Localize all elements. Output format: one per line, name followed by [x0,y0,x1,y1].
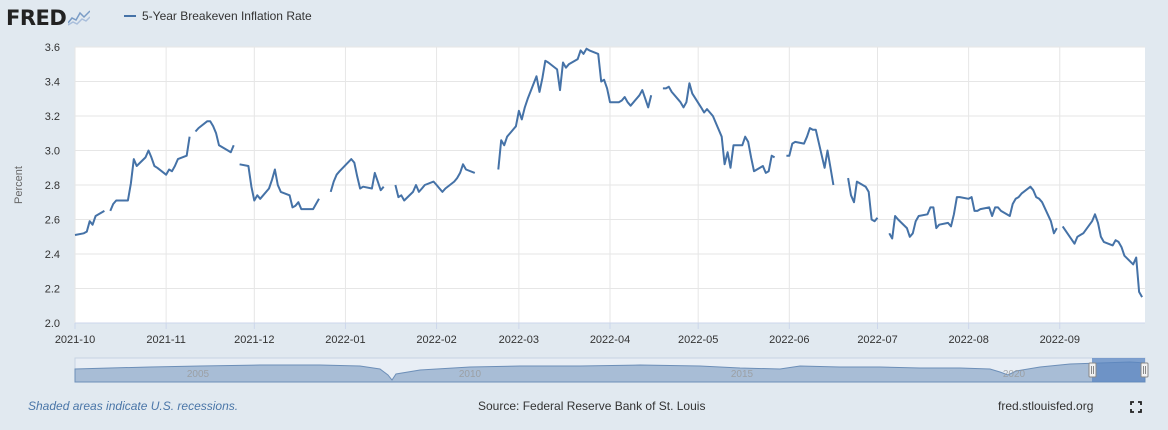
navigator-area [74,361,1146,383]
fred-logo[interactable]: FRED [6,5,91,31]
legend-label: 5-Year Breakeven Inflation Rate [142,9,312,23]
series-line-segment[interactable] [888,185,1058,240]
recession-note-link[interactable]: Shaded areas indicate U.S. recessions. [28,399,239,413]
legend-swatch [124,15,136,17]
series-line-segment[interactable] [194,120,235,154]
navigator-year-labels: 2005 2010 2015 2020 [187,369,1026,380]
x-tick-label: 2021-12 [234,334,274,346]
y-tick-label: 2.4 [45,249,60,261]
x-tick-label: 2022-09 [1040,334,1080,346]
series-line-segment[interactable] [786,127,835,186]
range-navigator[interactable]: 2005 2010 2015 2020 [74,357,1149,383]
navigator-right-handle[interactable] [1140,362,1149,378]
series-line-segment[interactable] [662,82,776,174]
x-tick-label: 2022-04 [590,334,630,346]
navigator-year-label: 2020 [1003,369,1026,380]
y-tick-label: 2.6 [45,215,60,227]
series-line-segment[interactable] [109,136,191,212]
navigator-left-handle[interactable] [1088,362,1097,378]
series-line-segment[interactable] [74,210,105,236]
navigator-selected-range[interactable] [1092,358,1145,382]
chart-legend[interactable]: 5-Year Breakeven Inflation Rate [124,9,312,23]
navigator-year-label: 2005 [187,369,210,380]
x-tick-label: 2022-03 [499,334,539,346]
x-tick-label: 2022-05 [678,334,718,346]
y-tick-label: 2.0 [45,318,60,330]
site-url[interactable]: fred.stlouisfed.org [998,399,1094,413]
axis-layer: 2.0 2.2 2.4 2.6 2.8 3.0 3.2 3.4 3.6 2021-10 2021-1… [45,42,1145,346]
y-tick-label: 3.0 [45,146,60,158]
x-tick-label: 2021-11 [146,334,186,346]
logo-text: FRED [6,6,67,30]
series-line-segment[interactable] [497,47,653,170]
x-tick-label: 2022-07 [857,334,897,346]
series-line-segment[interactable] [329,158,385,193]
y-axis-label: Percent [13,166,25,204]
source-text: Source: Federal Reserve Bank of St. Loui… [478,399,706,413]
x-tick-label: 2022-01 [325,334,365,346]
y-tick-label: 3.6 [45,42,60,54]
series-line-segment[interactable] [239,163,320,211]
series-line-segment[interactable] [847,177,879,223]
y-tick-label: 2.8 [45,180,60,192]
navigator-year-label: 2015 [731,369,754,380]
y-tick-label: 3.4 [45,77,60,89]
x-tick-label: 2022-08 [948,334,988,346]
x-tick-label: 2021-10 [55,334,95,346]
x-tick-label: 2022-02 [416,334,456,346]
y-tick-label: 3.2 [45,111,60,123]
fullscreen-icon[interactable] [1130,401,1142,413]
series-layer [74,47,1143,298]
series-line-segment[interactable] [394,163,476,202]
logo-graph-icon [68,9,91,27]
series-line-segment[interactable] [1061,213,1143,298]
x-tick-label: 2022-06 [769,334,809,346]
y-tick-label: 2.2 [45,284,60,296]
graph-header: FRED 5-Year Breakeven Inflation Rate [0,0,1168,38]
navigator-year-label: 2010 [459,369,482,380]
